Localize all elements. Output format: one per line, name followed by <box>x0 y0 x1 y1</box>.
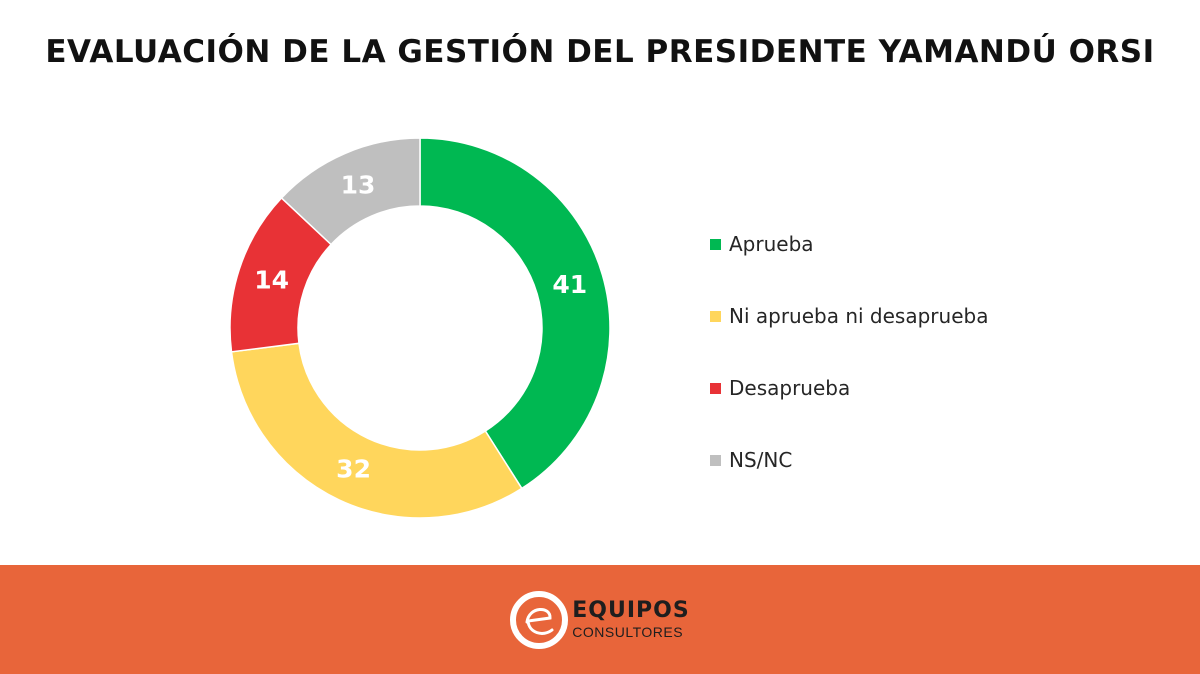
chart-title: EVALUACIÓN DE LA GESTIÓN DEL PRESIDENTE … <box>45 34 1155 70</box>
slice-value-label: 13 <box>341 170 376 199</box>
brand-name: EQUIPOS <box>572 598 690 623</box>
legend-label: Aprueba <box>729 232 814 256</box>
brand-sub: CONSULTORES <box>572 624 684 640</box>
equipos-e-icon <box>510 590 569 649</box>
legend-item: Ni aprueba ni desaprueba <box>710 280 1130 352</box>
donut-slice <box>280 137 421 246</box>
legend-label: Desaprueba <box>729 376 851 400</box>
slice-value-label: 32 <box>336 455 371 484</box>
legend: Aprueba Ni aprueba ni desaprueba Desaprueb… <box>710 208 1130 496</box>
legend-swatch <box>710 454 721 466</box>
legend-item: NS/NC <box>710 424 1130 496</box>
legend-label: NS/NC <box>729 448 793 472</box>
legend-item: Desaprueba <box>710 352 1130 424</box>
legend-swatch <box>710 382 721 394</box>
legend-item: Aprueba <box>710 208 1130 280</box>
legend-label: Ni aprueba ni desaprueba <box>729 304 989 328</box>
legend-swatch <box>710 238 721 250</box>
donut-chart: 41 32 14 13 <box>229 137 611 519</box>
slice-value-label: 41 <box>552 270 587 299</box>
donut-slice <box>419 137 611 490</box>
slice-value-label: 14 <box>254 265 289 294</box>
footer-band: EQUIPOS CONSULTORES <box>0 565 1200 674</box>
legend-swatch <box>710 310 721 322</box>
brand-logo: EQUIPOS CONSULTORES <box>510 590 690 649</box>
donut-slice <box>230 342 523 519</box>
